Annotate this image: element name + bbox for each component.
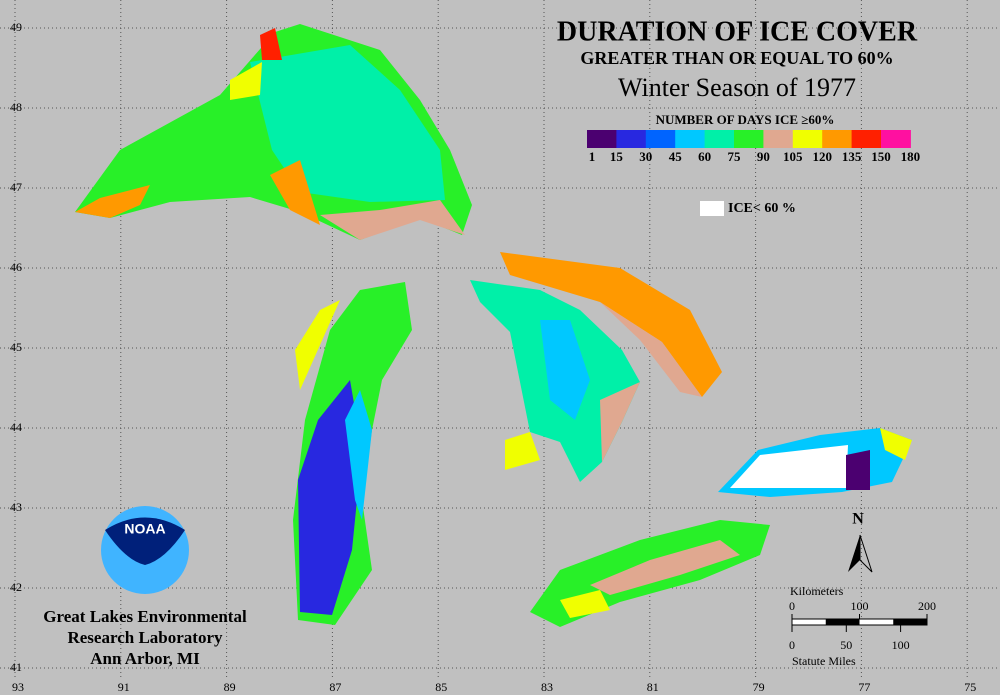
legend-label: 15 xyxy=(610,149,624,164)
lon-label: 89 xyxy=(224,680,236,694)
lake-region xyxy=(345,390,372,520)
logo-bird xyxy=(105,517,185,565)
lake-region xyxy=(505,432,540,470)
legend-swatch xyxy=(704,130,735,148)
scale-fill xyxy=(825,619,860,625)
lon-label: 75 xyxy=(964,680,976,694)
legend-label: 30 xyxy=(639,149,652,164)
lat-label: 46 xyxy=(10,260,22,274)
legend-swatch xyxy=(645,130,676,148)
legend-label: 150 xyxy=(871,149,891,164)
lake-region xyxy=(600,302,702,397)
lake-region xyxy=(590,540,740,595)
legend-label: 105 xyxy=(783,149,803,164)
lon-label: 83 xyxy=(541,680,553,694)
legend-label: 60 xyxy=(698,149,711,164)
season: Winter Season of 1977 xyxy=(618,73,856,102)
legend-swatch xyxy=(822,130,853,148)
lon-label: 87 xyxy=(329,680,341,694)
subtitle: GREATER THAN OR EQUAL TO 60% xyxy=(580,48,893,68)
lon-label: 77 xyxy=(858,680,870,694)
north-arrow xyxy=(859,534,873,573)
lake-region xyxy=(730,445,848,488)
lake-region xyxy=(75,185,150,218)
lake-ontario xyxy=(718,428,912,497)
scale-fill xyxy=(893,619,927,625)
lon-label: 79 xyxy=(753,680,765,694)
credit: Research Laboratory xyxy=(67,628,223,647)
scale-bar: Kilometers Statute Miles 0 100 200 0 50 100 xyxy=(789,584,936,668)
legend: 1 15 30 45 60 75 90 105 120 135 150 180 xyxy=(587,130,920,164)
legend-swatch xyxy=(851,130,882,148)
lake-superior xyxy=(75,24,472,240)
lat-label: 42 xyxy=(10,580,22,594)
scale-tick-label: 50 xyxy=(840,638,852,652)
legend-label: 45 xyxy=(669,149,683,164)
credit: Ann Arbor, MI xyxy=(90,649,200,668)
lake-huron xyxy=(470,252,722,482)
scale-label: Statute Miles xyxy=(792,654,856,668)
lake-region xyxy=(260,28,282,60)
scale-tick-label: 100 xyxy=(892,638,910,652)
north-label: N xyxy=(852,511,864,528)
lake-region xyxy=(560,590,610,618)
legend-swatch xyxy=(587,130,617,148)
legend-label: 1 xyxy=(589,149,596,164)
legend-label: 180 xyxy=(901,149,921,164)
legend-swatch xyxy=(881,130,911,148)
lake-region xyxy=(320,200,465,240)
lat-label: 43 xyxy=(10,500,22,514)
ice-label: ICE< 60 % xyxy=(728,201,796,216)
scale-tick-label: 0 xyxy=(789,638,795,652)
lake-region xyxy=(600,382,640,462)
lat-label: 41 xyxy=(10,660,22,674)
lat-label: 49 xyxy=(10,20,22,34)
lake-erie xyxy=(530,520,770,627)
legend-label: 75 xyxy=(728,149,742,164)
logo: NOAA xyxy=(101,506,189,594)
lon-label: 91 xyxy=(118,680,130,694)
north-arrow xyxy=(848,535,860,572)
lake-michigan xyxy=(293,282,412,625)
legend-swatch xyxy=(792,130,823,148)
legend-label: 90 xyxy=(757,149,770,164)
scale-tick-label: 0 xyxy=(789,599,795,613)
title: DURATION OF ICE COVER xyxy=(557,16,918,47)
ice-swatch xyxy=(700,201,724,216)
legend-swatch xyxy=(734,130,764,148)
lake-region xyxy=(298,380,362,615)
lake-region xyxy=(230,62,262,100)
legend-swatch xyxy=(763,130,794,148)
legend-label: 120 xyxy=(812,149,832,164)
lon-label: 81 xyxy=(647,680,659,694)
credit: Great Lakes Environmental xyxy=(43,607,247,626)
lake-region xyxy=(270,160,320,225)
scale-label: Kilometers xyxy=(790,584,844,598)
lat-label: 48 xyxy=(10,100,22,114)
lake-region xyxy=(500,252,722,397)
logo-text: NOAA xyxy=(124,521,165,537)
legend-swatch xyxy=(616,130,647,148)
lat-label: 45 xyxy=(10,340,22,354)
lat-label: 47 xyxy=(10,180,22,194)
lon-label: 93 xyxy=(12,680,24,694)
legend-label: 135 xyxy=(842,149,862,164)
lake-region xyxy=(846,450,870,490)
scale-tick-label: 100 xyxy=(851,599,869,613)
lake-region xyxy=(880,428,912,460)
scale-tick-label: 200 xyxy=(918,599,936,613)
lake-region xyxy=(295,300,340,390)
lat-label: 44 xyxy=(10,420,22,434)
legend-swatch xyxy=(675,130,706,148)
lake-region xyxy=(540,320,590,420)
legend-title: NUMBER OF DAYS ICE ≥60% xyxy=(656,112,835,127)
lon-label: 85 xyxy=(435,680,447,694)
